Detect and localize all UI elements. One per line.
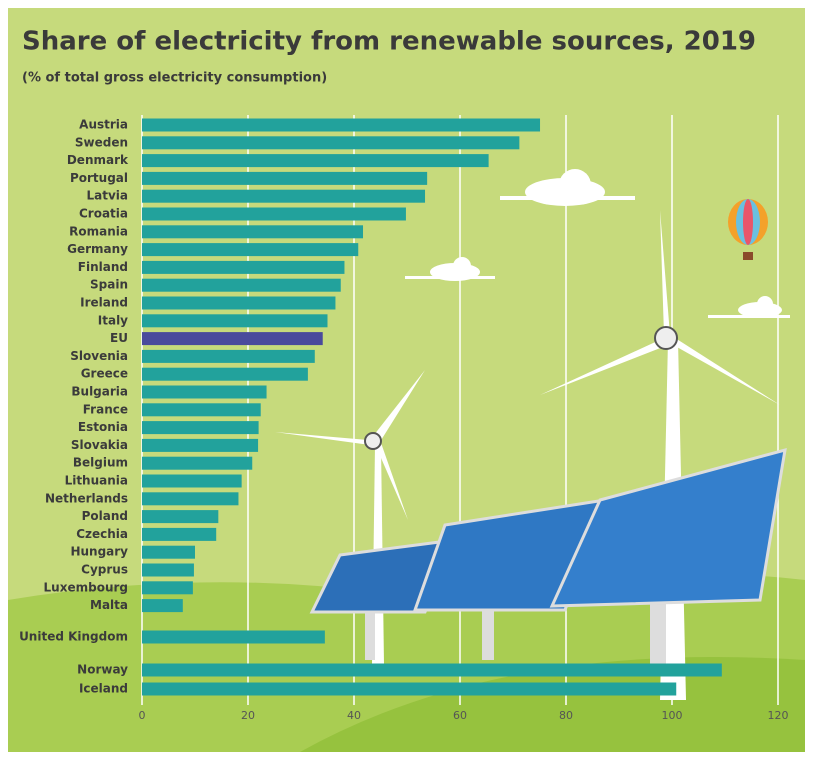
bar [142,118,541,132]
bar [142,438,259,452]
y-tick-label: Croatia [79,207,128,221]
bar [142,278,341,292]
y-tick-label: France [83,402,128,416]
bar [142,225,364,239]
bar [142,563,194,577]
bar [142,207,406,221]
bar [142,545,195,559]
y-tick-label: Netherlands [45,491,128,505]
bar [142,385,267,399]
bar [142,492,239,506]
y-tick-label: Finland [78,260,128,274]
bar [142,171,428,185]
bar [142,189,426,203]
x-tick-label: 40 [347,709,361,722]
y-tick-label: Cyprus [81,563,128,577]
bar [142,260,345,274]
y-tick-label: United Kingdom [19,630,128,644]
y-tick-label: Lithuania [65,474,128,488]
bar [142,599,183,613]
y-tick-label: Malta [90,598,128,612]
bar [142,421,259,435]
chart-subtitle: (% of total gross electricity consumptio… [22,71,327,86]
x-tick-label: 120 [768,709,789,722]
y-tick-label: Norway [77,663,128,677]
y-tick-label: Estonia [78,420,128,434]
chart-title: Share of electricity from renewable sour… [22,27,756,57]
y-tick-label: Hungary [70,545,128,559]
bar [142,581,193,595]
y-tick-label: Ireland [80,296,128,310]
balloon [728,199,768,260]
y-tick-label: Czechia [76,527,128,541]
bar [142,456,253,470]
bar [142,510,219,524]
y-tick-label: Sweden [75,135,128,149]
y-tick-label: Germany [67,242,128,256]
y-tick-label: Slovakia [71,438,128,452]
x-tick-label: 60 [453,709,467,722]
y-tick-label: Romania [69,224,128,238]
bar [142,243,359,257]
y-tick-label: EU [110,331,128,345]
x-tick-label: 20 [241,709,255,722]
y-tick-label: Luxembourg [44,580,128,594]
y-tick-label: Austria [79,118,128,132]
bar [142,349,315,363]
y-tick-label: Belgium [73,456,128,470]
bar [142,527,217,541]
bar [142,682,677,696]
cloud [405,169,790,318]
y-tick-label: Italy [98,313,128,327]
x-tick-label: 0 [139,709,146,722]
y-tick-label: Denmark [67,153,129,167]
y-tick-label: Poland [82,509,128,523]
bar [142,403,261,417]
y-tick-label: Portugal [70,171,128,185]
y-tick-label: Bulgaria [71,385,128,399]
x-tick-label: 100 [662,709,683,722]
bar [142,367,308,381]
bar [142,154,489,168]
y-tick-label: Slovenia [70,349,128,363]
y-tick-label: Iceland [79,682,128,696]
illustration [275,169,790,700]
y-tick-label: Spain [90,278,128,292]
y-tick-label: Latvia [86,189,128,203]
solar-panel [309,447,787,670]
bar [142,332,323,346]
bar [142,296,336,310]
bar [142,474,242,488]
bar [142,314,328,328]
x-tick-label: 80 [559,709,573,722]
bar [142,136,520,150]
y-tick-label: Greece [81,367,128,381]
bar [142,630,325,644]
bar [142,663,722,677]
